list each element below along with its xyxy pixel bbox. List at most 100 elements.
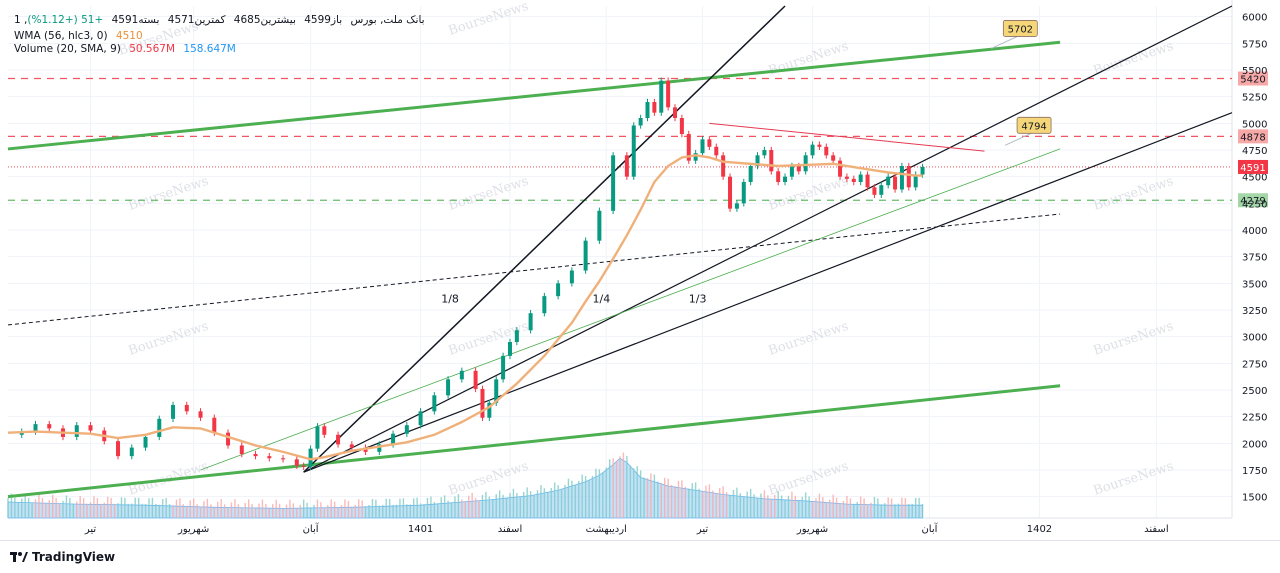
legend-symbol[interactable]: 1 ,بانک ملت, بورس (14, 14, 425, 26)
volume-bar (261, 499, 264, 518)
volume-bar (292, 503, 295, 518)
volume-bar (430, 496, 432, 518)
volume-bar (633, 468, 635, 518)
volume-bar (392, 504, 394, 518)
candle-body (404, 425, 409, 434)
volume-bar (93, 496, 95, 518)
volume-bar (622, 452, 625, 518)
candle-body (507, 342, 512, 356)
volume-bar (148, 498, 150, 518)
volume-bar (272, 504, 274, 518)
candle-body (831, 155, 836, 161)
legend-high: بیشترین4685 (233, 14, 296, 26)
candle-body (501, 355, 506, 380)
volume-bar (41, 497, 44, 518)
volume-bar (375, 499, 377, 518)
volume-bar (162, 498, 164, 518)
volume-bar (743, 496, 745, 518)
volume-bar (866, 504, 869, 518)
candle-body (542, 296, 547, 314)
volume-bar (55, 498, 57, 518)
candle-body (700, 139, 705, 154)
volume-bar (639, 470, 642, 518)
volume-bar (21, 498, 23, 518)
volume-bar (505, 498, 508, 518)
volume-bar (96, 497, 99, 518)
volume-bar (756, 498, 759, 518)
fib-label: 1/4 (592, 293, 610, 306)
volume-bar (564, 484, 566, 518)
callout-pointer (1004, 132, 1032, 146)
volume-bar (124, 497, 126, 518)
volume-bar (65, 495, 68, 518)
candle-body (116, 441, 121, 457)
volume-bar (247, 499, 250, 518)
volume-bar (340, 505, 343, 518)
volume-bar (416, 497, 418, 518)
volume-bar (454, 496, 456, 518)
volume-bar (385, 498, 387, 518)
candle-body (734, 203, 739, 209)
price-level-label: 5420 (1240, 75, 1265, 86)
volume-bar (31, 502, 33, 518)
candle-body (879, 185, 884, 195)
volume-bar (103, 502, 105, 518)
volume-bar (127, 503, 130, 518)
volume-bar (117, 503, 119, 518)
y-tick-label: 1750 (1242, 466, 1267, 477)
volume-bar (234, 499, 236, 518)
volume-bar (547, 492, 549, 518)
volume-bar (619, 456, 621, 518)
volume-bar (753, 494, 755, 518)
trendline (200, 148, 1061, 471)
price-chart[interactable]: BourseNews BourseNews BourseNews BourseNews… (0, 0, 1280, 540)
candle-body (755, 155, 760, 166)
volume-bar (701, 490, 704, 518)
volume-bar (371, 498, 374, 518)
tradingview-logo[interactable]: TradingView (10, 550, 115, 564)
current-price-badge (1238, 159, 1268, 174)
watermark-text: BourseNews (127, 319, 211, 359)
volume-bar (364, 506, 367, 518)
volume-bar (309, 507, 312, 518)
candle-body (377, 444, 382, 452)
candle-body (480, 388, 485, 418)
trendline (303, 5, 786, 473)
volume-bar (302, 499, 305, 518)
candle-body (906, 166, 911, 188)
volume-bar (557, 485, 559, 518)
candle-body (459, 370, 464, 380)
volume-bar (206, 498, 209, 518)
volume-bar (447, 500, 449, 518)
legend-volume-row[interactable]: Volume (20, SMA, 9) 50.567M 158.647M (14, 43, 241, 55)
x-tick-label: تیر (696, 524, 709, 535)
volume-bar (172, 505, 174, 518)
volume-bar (732, 489, 735, 518)
volume-bar (426, 497, 429, 518)
candle-body (239, 445, 244, 454)
candle-body (315, 426, 320, 449)
volume-bar (763, 490, 766, 518)
volume-bar (361, 500, 363, 518)
volume-bar (553, 482, 556, 518)
candle-body (776, 171, 781, 182)
watermark-text: BourseNews (1092, 174, 1176, 214)
volume-bar (51, 495, 54, 518)
volume-bar (419, 503, 422, 518)
volume-bar (629, 465, 632, 518)
candle-body (659, 80, 664, 113)
volume-bar (787, 495, 790, 518)
legend-wma-row[interactable]: WMA (56, hlc3, 0) 4510 (14, 30, 148, 42)
volume-bar (213, 507, 215, 518)
volume-bar (27, 497, 30, 518)
candle-body (171, 404, 176, 419)
volume-bar (79, 496, 81, 518)
volume-bar (684, 486, 687, 518)
watermark-text: BourseNews (447, 174, 531, 214)
volume-bar (822, 497, 824, 518)
watermark-text: BourseNews (127, 174, 211, 214)
candle-body (714, 146, 719, 156)
y-tick-label: 2500 (1242, 386, 1267, 397)
legend-low: کمترین4571 (167, 14, 226, 26)
volume-bar (897, 503, 900, 518)
